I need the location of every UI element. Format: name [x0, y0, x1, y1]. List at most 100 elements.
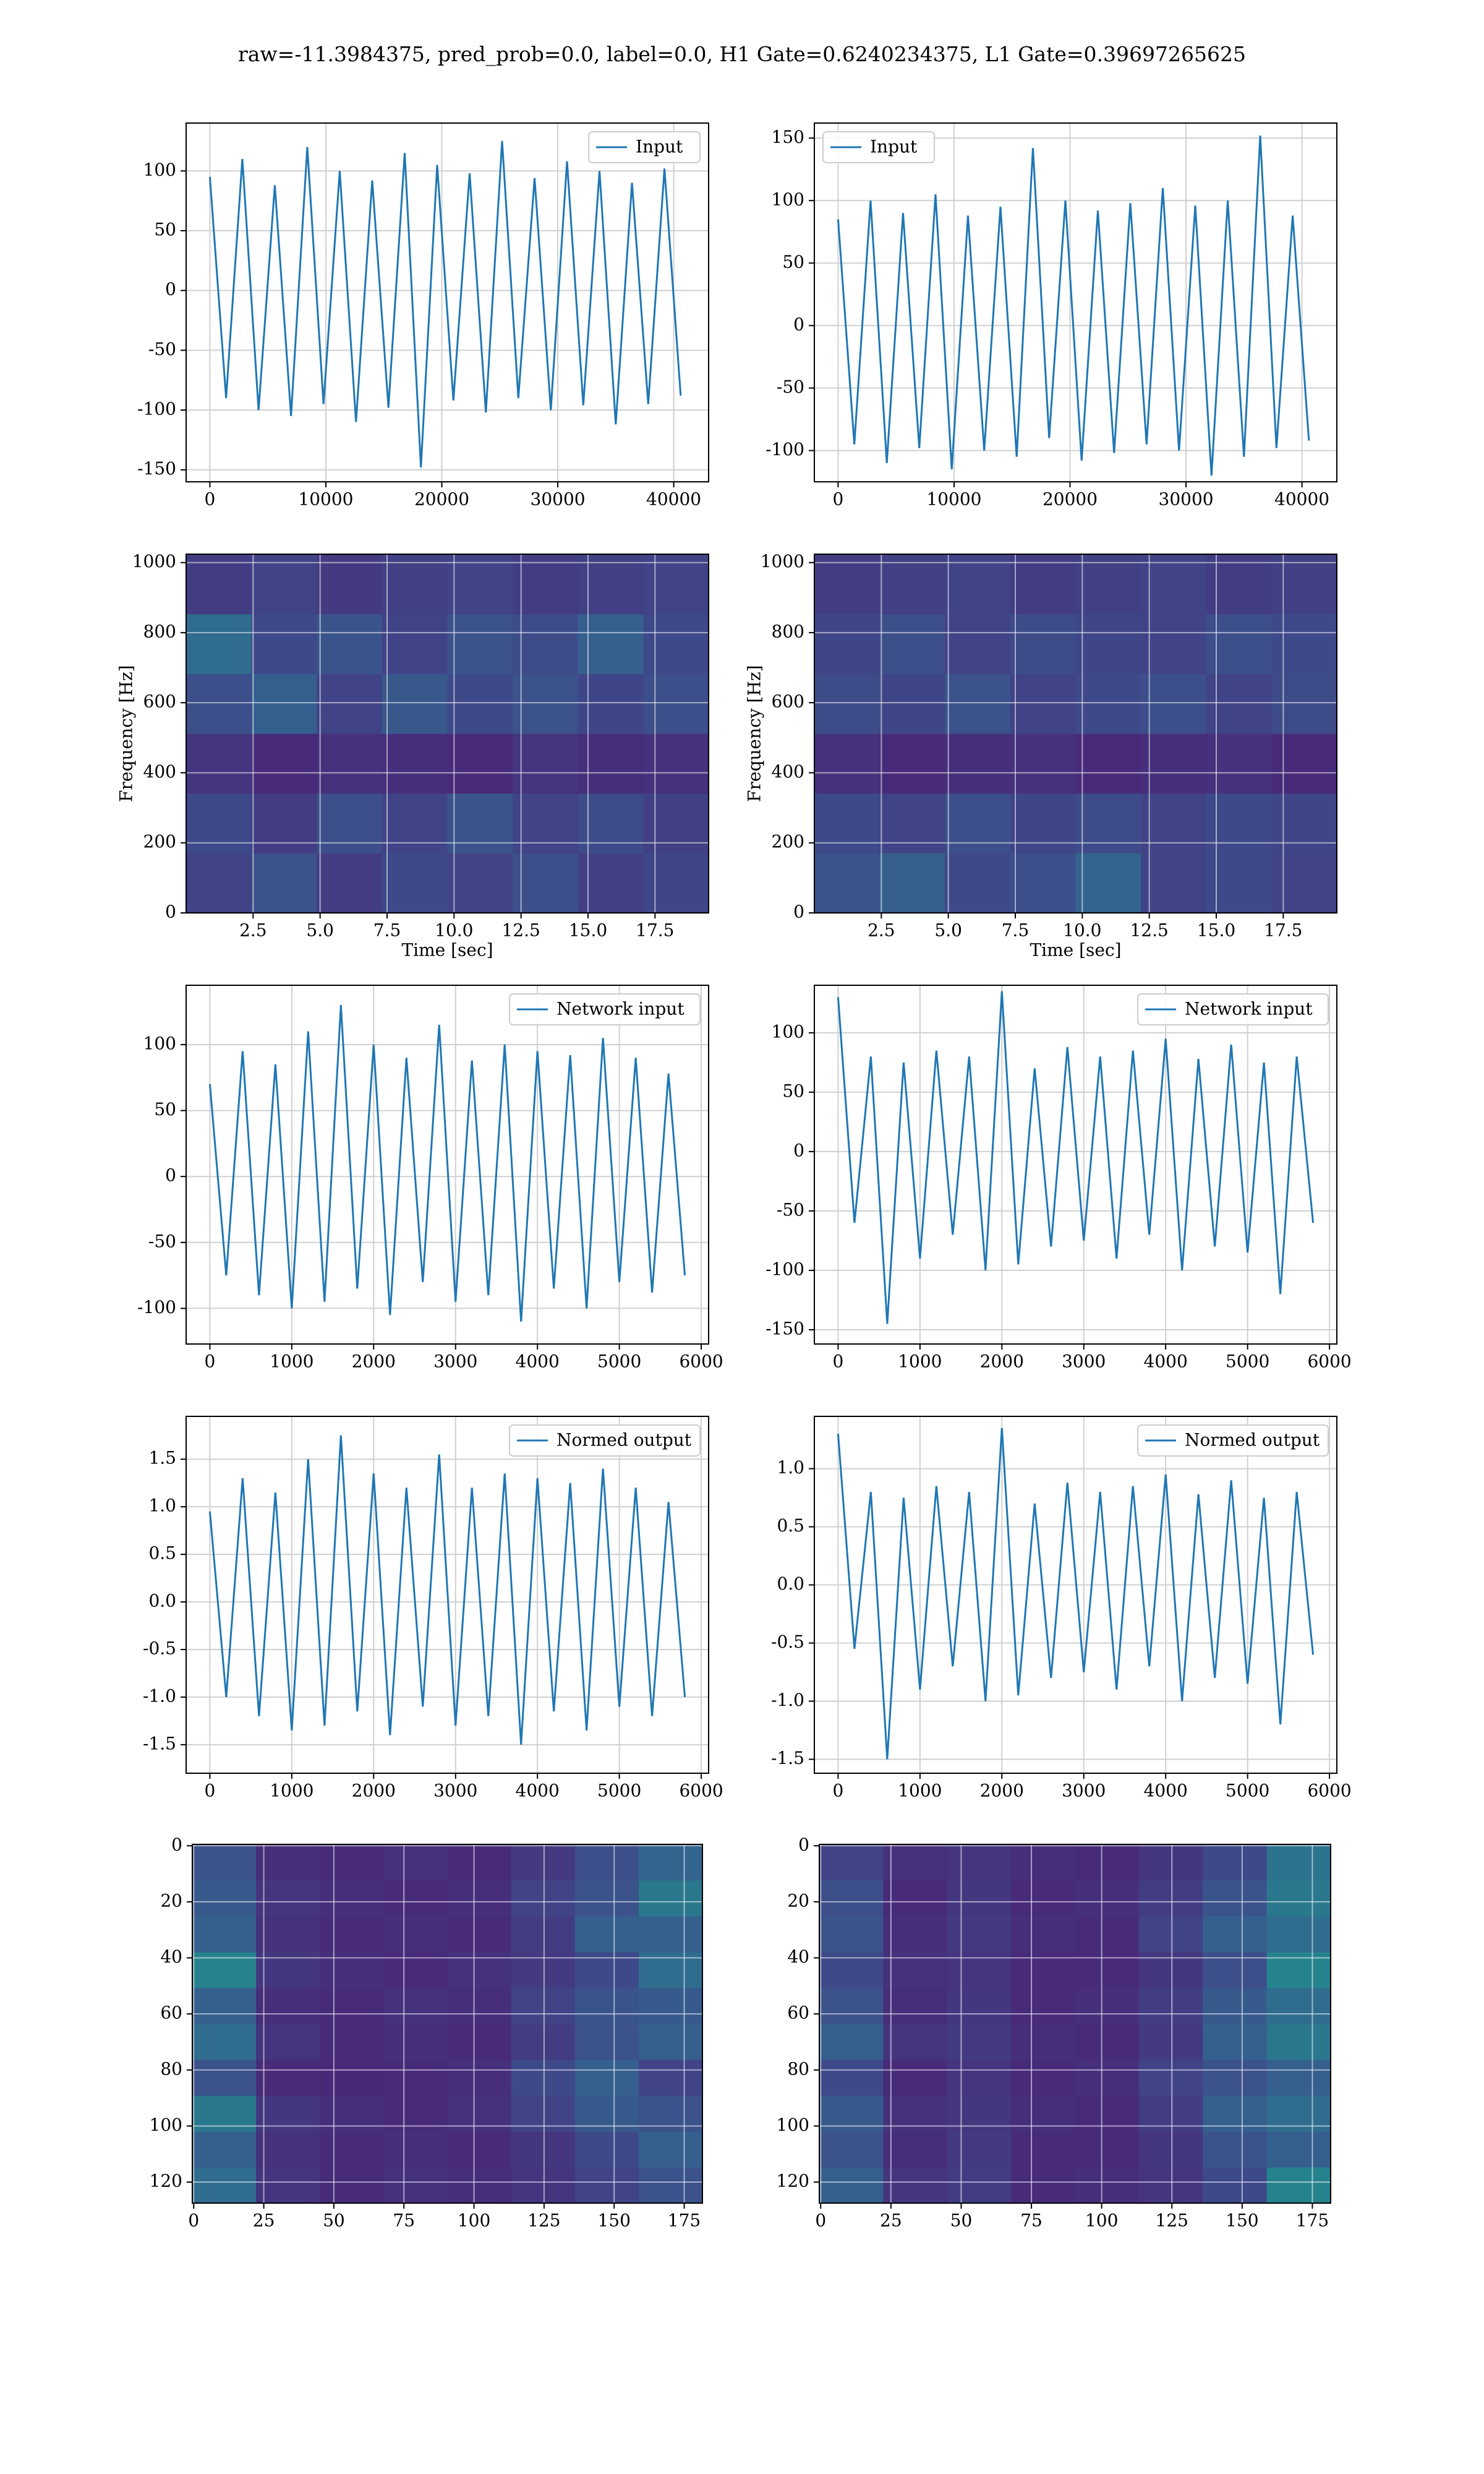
y-tick-label: -150 — [137, 458, 176, 479]
heatmap-cell — [1075, 2060, 1140, 2096]
x-tick-label: 1000 — [898, 1781, 942, 1801]
heatmap-cell — [513, 793, 579, 854]
heatmap-cell — [945, 674, 1011, 734]
heatmap-cell — [317, 793, 383, 854]
y-tick-label: 0 — [793, 314, 804, 335]
y-tick-label: 1.0 — [777, 1457, 804, 1478]
heatmap-cell — [256, 2024, 320, 2060]
heatmap-cell — [320, 2060, 384, 2096]
heatmap-cell — [251, 793, 317, 854]
legend-label: Normed output — [556, 1430, 692, 1450]
heatmap-cell — [1266, 2167, 1331, 2204]
heatmap-cell — [883, 2060, 948, 2096]
heatmap-cell — [1010, 734, 1076, 794]
heatmap-cell — [574, 2024, 639, 2060]
x-tick-label: 2000 — [980, 1781, 1024, 1801]
heatmap-cell — [186, 734, 252, 794]
x-tick-label: 3000 — [433, 1781, 477, 1801]
heatmap-cell — [1266, 1844, 1331, 1881]
heatmap-cell — [1266, 1880, 1331, 1917]
heatmap-cell — [883, 1916, 948, 1953]
heatmap-cell — [513, 853, 579, 914]
heatmap-cell — [643, 674, 709, 734]
heatmap-cell — [1141, 734, 1207, 794]
x-tick-label: 20000 — [414, 489, 469, 510]
heatmap-cell — [883, 2024, 948, 2060]
heatmap-cell — [578, 554, 644, 615]
heatmap-cell — [574, 1916, 639, 1953]
heatmap-cell — [1138, 1916, 1203, 1953]
heatmap-cell — [383, 1988, 448, 2024]
heatmap-cell — [256, 1844, 320, 1881]
heatmap-cell — [819, 1880, 884, 1917]
heatmap-cell — [1206, 674, 1272, 734]
heatmap-cell — [1206, 853, 1272, 914]
heatmap-cell — [447, 853, 513, 914]
y-tick-label: -0.5 — [143, 1638, 176, 1658]
line-series — [208, 1004, 686, 1322]
y-tick-label: 0.0 — [148, 1591, 176, 1611]
heatmap-cell — [1203, 1988, 1268, 2024]
heatmap-cell — [1266, 2131, 1331, 2168]
heatmap-cell — [192, 1880, 257, 1917]
heatmap-cell — [1011, 1880, 1075, 1917]
heatmap-cell — [819, 2167, 884, 2204]
y-tick-label: 0.5 — [777, 1515, 804, 1536]
heatmap-cell — [256, 1988, 320, 2024]
heatmap-cell — [1075, 1916, 1140, 1953]
x-tick-label: 4000 — [516, 1351, 560, 1372]
x-tick-label: 40000 — [646, 489, 701, 510]
heatmap-cell — [186, 853, 252, 914]
y-tick-label: 50 — [782, 252, 804, 272]
heatmap-cell — [947, 1916, 1012, 1953]
heatmap-cell — [447, 734, 513, 794]
x-tick-label: 17.5 — [1264, 920, 1302, 941]
y-tick-label: 1000 — [761, 551, 804, 571]
y-tick-label: 150 — [772, 127, 804, 147]
heatmap-cell — [1075, 853, 1141, 914]
y-tick-label: 40 — [787, 1946, 809, 1967]
x-tick-label: 2.5 — [868, 920, 895, 941]
x-axis-label: Time [sec] — [401, 940, 493, 961]
heatmap-cell — [192, 2024, 257, 2060]
heatmap-cell — [947, 2060, 1012, 2096]
subplot: 0 1000 2000 3000 4000 5000 6000 -1.5 -1.0 -0.5 0.0… — [771, 1416, 1352, 1801]
x-tick-label: 4000 — [1144, 1351, 1188, 1372]
heatmap-cell — [945, 614, 1011, 674]
heatmap-cell — [383, 2167, 448, 2204]
heatmap-cell — [447, 614, 513, 674]
heatmap-cell — [1271, 734, 1337, 794]
x-tick-label: 17.5 — [636, 920, 674, 941]
heatmap-cell — [879, 793, 945, 854]
subplot: 0 25 50 75 100 125 150 175 0 20 40 60 80 100 120 — [150, 1834, 703, 2231]
heatmap-cell — [574, 1844, 639, 1881]
heatmap-cell — [1011, 2167, 1075, 2204]
heatmap-cell — [638, 2131, 703, 2168]
heatmap-cell — [511, 1916, 576, 1953]
x-tick-label: 10.0 — [1063, 920, 1101, 941]
y-tick-label: -150 — [765, 1318, 804, 1338]
x-tick-label: 3000 — [433, 1351, 477, 1372]
heatmap-cell — [1010, 674, 1076, 734]
heatmap-cell — [1266, 2060, 1331, 2096]
legend-label: Input — [870, 137, 918, 157]
heatmap-cell — [1138, 1988, 1203, 2024]
line-series — [837, 1427, 1315, 1760]
heatmap-cell — [814, 554, 881, 615]
x-tick-label: 25 — [880, 2211, 902, 2231]
heatmap-cell — [1271, 793, 1337, 854]
x-tick-label: 5000 — [1226, 1351, 1269, 1372]
y-tick-label: 200 — [772, 831, 804, 852]
x-tick-label: 100 — [458, 2211, 490, 2231]
heatmap-cell — [256, 2060, 320, 2096]
y-tick-label: -1.5 — [143, 1733, 176, 1753]
heatmap-cell — [1271, 853, 1337, 914]
heatmap-cell — [638, 1880, 703, 1917]
heatmap-cell — [1075, 1844, 1140, 1881]
heatmap-cell — [638, 1988, 703, 2024]
y-tick-label: 800 — [143, 621, 176, 641]
y-tick-label: 50 — [782, 1081, 804, 1101]
y-axis-label: Frequency [Hz] — [744, 665, 765, 802]
heatmap-cell — [638, 2060, 703, 2096]
